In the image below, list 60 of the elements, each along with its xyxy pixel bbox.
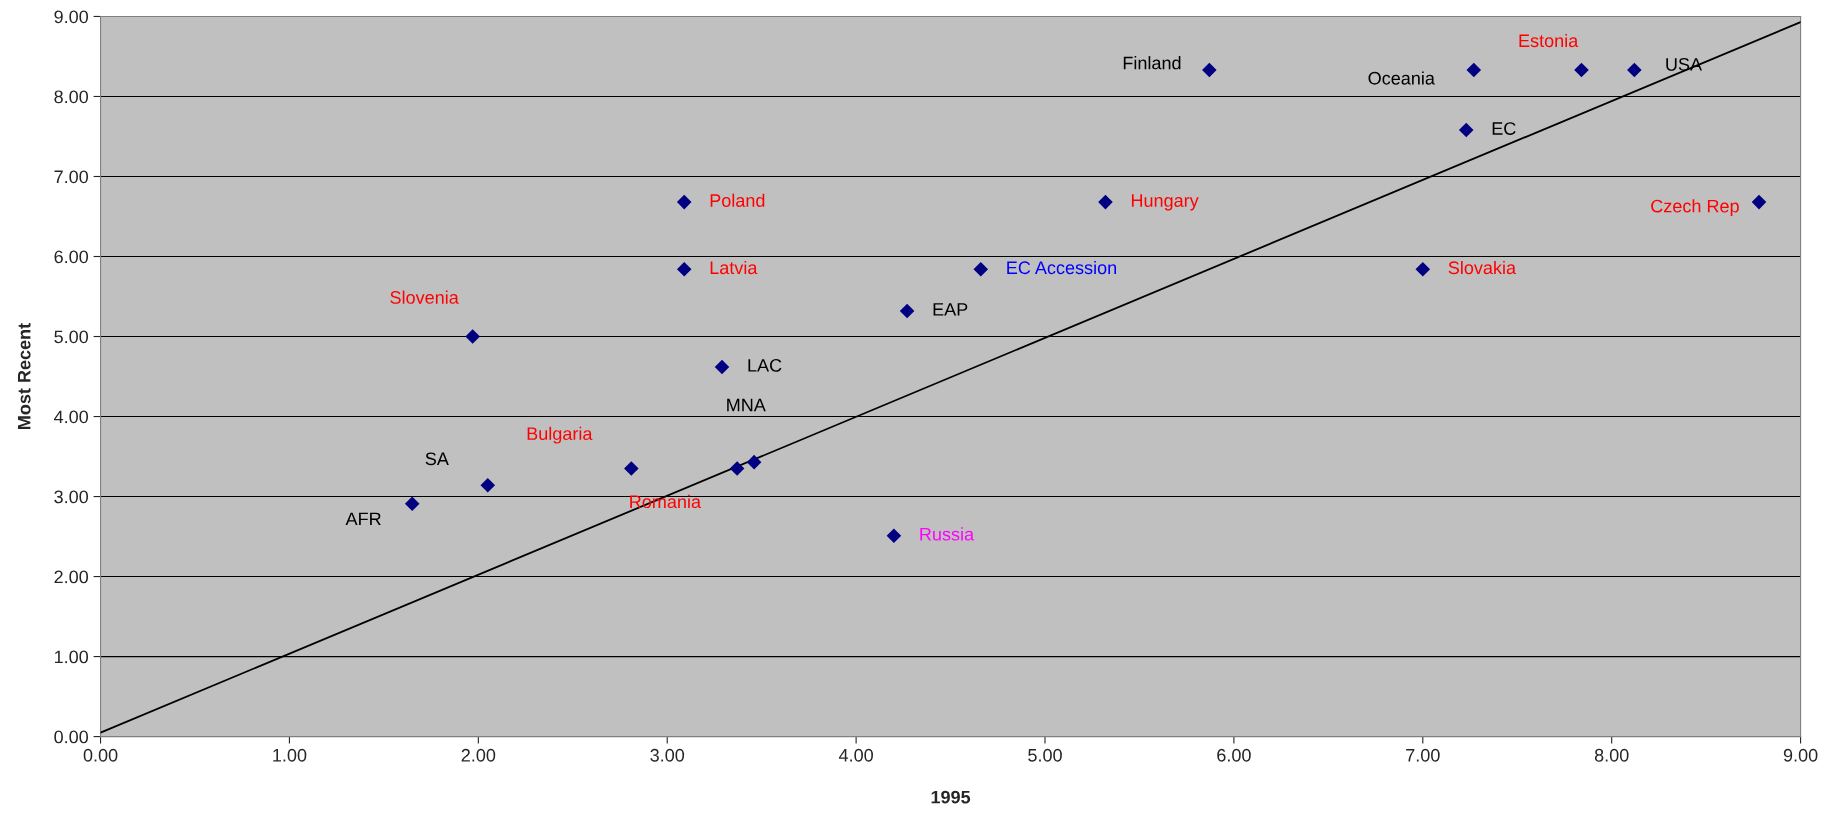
- point: [1098, 194, 1113, 210]
- point: [676, 194, 692, 210]
- point: [1751, 194, 1767, 210]
- annotation: SA: [425, 452, 449, 466]
- x-tick-label: 2.00: [461, 748, 496, 762]
- point: [899, 303, 915, 319]
- annotation: Bulgaria: [527, 426, 593, 444]
- annotation: Estonia: [1519, 33, 1579, 48]
- point: [973, 262, 989, 277]
- annotation: MNA: [727, 398, 766, 412]
- x-tick-label: 4.00: [838, 748, 873, 762]
- x-axis-title: 1995: [931, 790, 971, 804]
- y-tick-label: 7.00: [54, 170, 89, 184]
- y-tick-label: 2.00: [54, 570, 89, 584]
- x-tick-label: 8.00: [1594, 748, 1629, 762]
- point: [1202, 62, 1217, 78]
- annotation: Finland: [1123, 56, 1181, 70]
- annotation: Hungary: [1131, 194, 1199, 211]
- annotation: Oceania: [1368, 71, 1435, 85]
- point: [404, 496, 420, 512]
- point: [1627, 62, 1642, 78]
- point: [1466, 62, 1482, 78]
- annotation: Latvia: [710, 260, 758, 275]
- point: [714, 359, 730, 375]
- x-tick-label: 6.00: [1217, 748, 1251, 762]
- annotation: LAC: [748, 358, 782, 372]
- x-tick-label: 3.00: [650, 748, 685, 762]
- y-axis-title: Most Recent: [17, 323, 31, 429]
- annotation: EC Accession: [1007, 260, 1117, 275]
- y-tick-label: 0.00: [54, 730, 89, 744]
- annotation: Slovenia: [390, 290, 459, 304]
- point: [465, 329, 480, 344]
- point: [1574, 62, 1589, 78]
- y-tick-label: 4.00: [54, 410, 89, 424]
- annotation: Russia: [920, 527, 975, 541]
- point: [676, 262, 692, 277]
- y-tick-label: 3.00: [54, 490, 89, 504]
- annotation: Slovakia: [1448, 260, 1517, 275]
- annotation: Czech Rep: [1651, 199, 1739, 217]
- y-tick-label: 1.00: [54, 650, 89, 664]
- point: [886, 528, 902, 544]
- y-tick-label: 8.00: [54, 90, 89, 104]
- point: [1458, 122, 1474, 138]
- y-tick-label: 5.00: [54, 330, 89, 344]
- x-tick-label: 7.00: [1406, 748, 1440, 762]
- point: [480, 478, 496, 493]
- x-tick-label: 0.00: [83, 748, 118, 762]
- x-tick-label: 1.00: [273, 748, 307, 762]
- y-tick-label: 9.00: [54, 10, 89, 24]
- point: [624, 461, 639, 476]
- x-tick-label: 9.00: [1783, 748, 1818, 762]
- annotation: Poland: [710, 193, 765, 207]
- point: [1415, 262, 1431, 277]
- annotation: EAP: [933, 303, 968, 316]
- y-tick-label: 6.00: [54, 250, 89, 264]
- point: [729, 461, 745, 476]
- annotation: EC: [1492, 122, 1516, 135]
- point: [746, 454, 762, 470]
- x-tick-label: 5.00: [1028, 748, 1062, 762]
- annotation: AFR: [345, 512, 381, 526]
